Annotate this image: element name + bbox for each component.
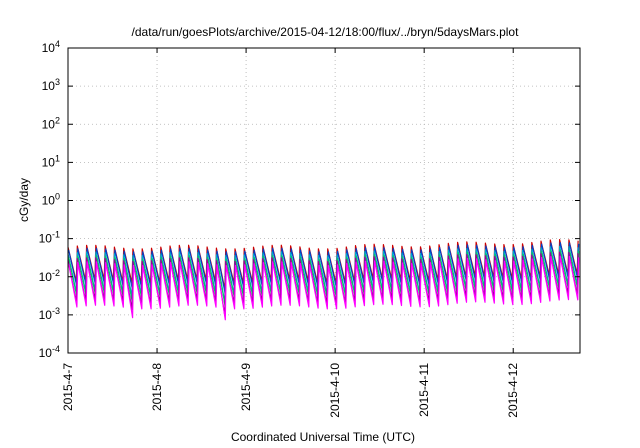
x-axis: 2015-4-7 2015-4-8 2015-4-9 2015-4-10 2015-4-…	[61, 48, 520, 418]
x-tick-label: 2015-4-12	[506, 363, 520, 418]
x-tick-label: 2015-4-9	[239, 363, 253, 411]
x-tick-label: 2015-4-7	[61, 363, 75, 411]
series-line	[68, 255, 580, 321]
y-axis-label: cGy/day	[17, 178, 31, 222]
x-tick-label: 2015-4-8	[150, 363, 164, 411]
y-tick-label: 102	[42, 115, 60, 131]
x-tick-label: 2015-4-11	[417, 363, 431, 417]
x-tick-label: 2015-4-10	[328, 363, 342, 418]
y-tick-label: 10-3	[39, 306, 60, 322]
y-axis: 10-4 10-3 10-2 10-1 100 101 102 103 104	[39, 39, 580, 360]
y-tick-label: 104	[42, 39, 60, 55]
y-tick-label: 100	[42, 192, 60, 208]
y-tick-label: 10-2	[39, 268, 60, 284]
y-tick-label: 10-1	[39, 230, 60, 246]
grid	[68, 48, 580, 353]
series-lines	[67, 239, 580, 321]
y-tick-label: 101	[42, 153, 60, 169]
chart-title: /data/run/goesPlots/archive/2015-04-12/1…	[132, 25, 520, 39]
y-tick-label: 10-4	[39, 344, 60, 360]
x-axis-label: Coordinated Universal Time (UTC)	[231, 430, 415, 444]
y-tick-label: 103	[42, 77, 60, 93]
